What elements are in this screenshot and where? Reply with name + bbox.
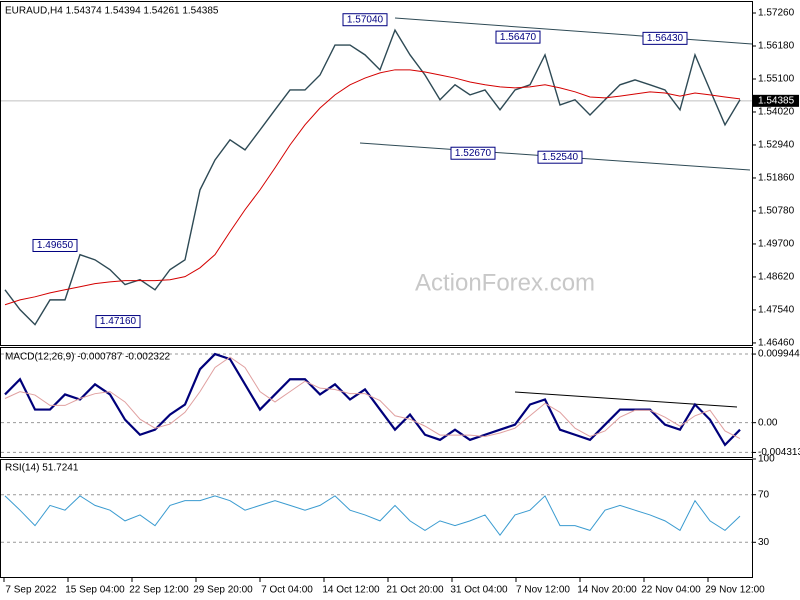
y-tick-label: 0.00 — [758, 417, 778, 428]
y-tick-label: 1.50780 — [758, 206, 795, 217]
annotation-label: 1.56470 — [500, 32, 537, 43]
series-line — [4, 352, 741, 447]
annotation-label: 1.56430 — [647, 33, 684, 44]
y-tick-label: 1.57260 — [758, 8, 795, 19]
x-tick-label: 7 Nov 12:00 — [516, 585, 570, 596]
annotation-box — [495, 30, 541, 44]
series-line — [4, 356, 741, 439]
y-tick-label: 1.47540 — [758, 305, 795, 316]
x-tick-label: 14 Nov 20:00 — [577, 585, 637, 596]
y-tick-label: 70 — [758, 489, 770, 500]
last-price-box — [753, 94, 799, 107]
annotation-box — [32, 238, 78, 252]
x-tick-label: 22 Sep 12:00 — [129, 585, 189, 596]
y-tick-label: 1.55100 — [758, 74, 795, 85]
y-tick-label: 1.51860 — [758, 173, 795, 184]
price-panel — [0, 1, 753, 346]
annotation-label: 1.52670 — [455, 148, 492, 159]
y-tick-label: 1.49700 — [758, 239, 795, 250]
annotation-box — [642, 31, 688, 45]
y-tick-label: 1.52940 — [758, 140, 795, 151]
annotation-box — [342, 13, 388, 27]
x-tick-label: 15 Sep 04:00 — [65, 585, 125, 596]
watermark: ActionForex.com — [415, 269, 595, 296]
annotation-label: 1.52540 — [542, 152, 579, 163]
x-tick-label: 21 Oct 20:00 — [386, 585, 444, 596]
y-tick-label: -0.004313 — [758, 447, 800, 458]
y-tick-label: 1.46460 — [758, 338, 795, 349]
macd-panel — [0, 347, 753, 458]
y-tick-label: 1.48620 — [758, 272, 795, 283]
trend-line — [514, 391, 738, 408]
series-line — [4, 69, 741, 306]
x-tick-label: 31 Oct 04:00 — [450, 585, 508, 596]
annotation-label: 1.47160 — [100, 316, 137, 327]
x-tick-label: 7 Sep 2022 — [5, 585, 57, 596]
trend-line — [394, 17, 753, 45]
panel-title: RSI(14) 51.7241 — [5, 463, 79, 474]
annotation-label: 1.49650 — [37, 240, 74, 251]
x-tick-label: 14 Oct 12:00 — [322, 585, 380, 596]
annotation-box — [95, 315, 141, 329]
y-tick-label: 0.009944 — [758, 349, 800, 360]
last-price-label: 1.54385 — [758, 95, 795, 106]
rsi-panel — [0, 459, 753, 578]
y-tick-label: 100 — [758, 454, 775, 465]
x-tick-label: 29 Nov 12:00 — [705, 585, 765, 596]
y-tick-label: 1.54020 — [758, 107, 795, 118]
annotation-box — [450, 146, 496, 160]
y-tick-label: 1.56180 — [758, 41, 795, 52]
y-tick-label: 30 — [758, 537, 770, 548]
annotation-box — [537, 150, 583, 164]
panel-title: EURAUD,H4 1.54374 1.54394 1.54261 1.5438… — [5, 6, 219, 17]
annotation-label: 1.57040 — [347, 14, 384, 25]
x-tick-label: 7 Oct 04:00 — [261, 585, 313, 596]
panel-title: MACD(12,26,9) -0.000787 -0.002322 — [5, 352, 171, 363]
series-line — [4, 28, 741, 326]
series-line — [4, 495, 741, 536]
x-tick-label: 29 Sep 20:00 — [193, 585, 253, 596]
x-tick-label: 22 Nov 04:00 — [641, 585, 701, 596]
